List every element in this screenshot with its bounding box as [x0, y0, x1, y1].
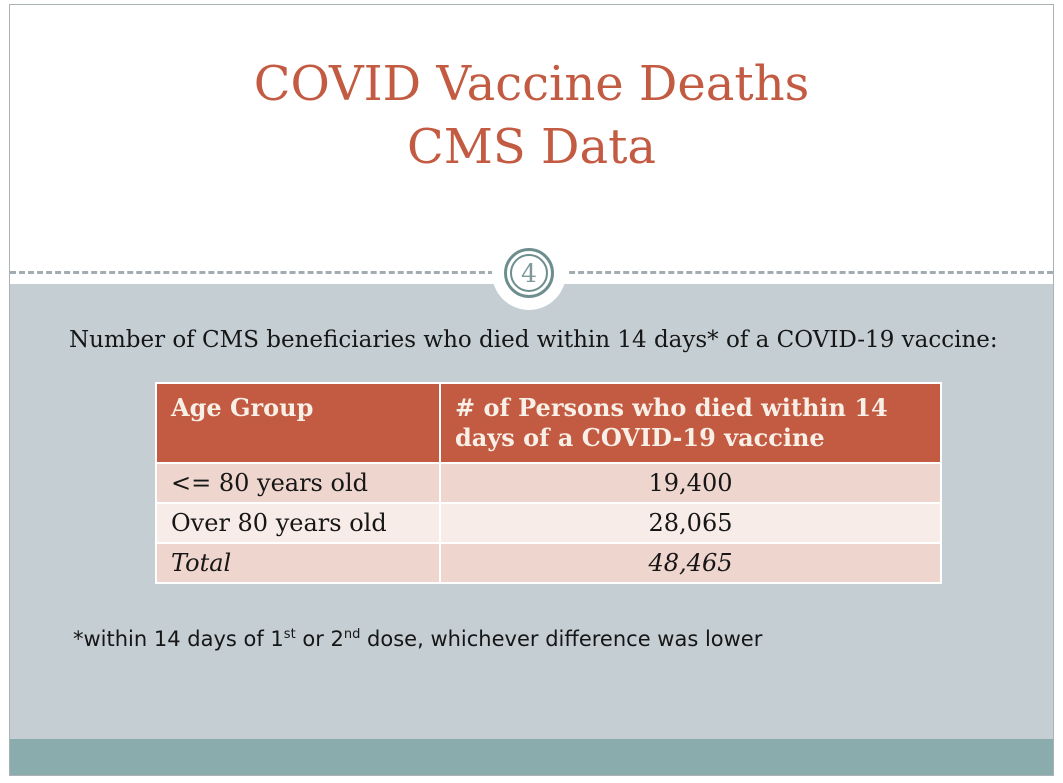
- header-age-group: Age Group: [155, 382, 441, 464]
- footnote-text-2: or 2: [295, 627, 344, 651]
- footnote-sup-st: st: [283, 627, 296, 642]
- table-header-row: Age Group # of Persons who died within 1…: [155, 382, 942, 464]
- slide: COVID Vaccine Deaths CMS Data 4 Number of…: [9, 4, 1054, 776]
- slide-title: COVID Vaccine Deaths CMS Data: [10, 53, 1053, 180]
- cell-age-group: <= 80 years old: [155, 462, 441, 504]
- footer-band: [10, 739, 1053, 775]
- cell-age-group: Total: [155, 542, 441, 584]
- intro-text: Number of CMS beneficiaries who died wit…: [69, 327, 998, 353]
- table-row-over-80: Over 80 years old 28,065: [155, 502, 942, 544]
- footnote: *within 14 days of 1st or 2nd dose, whic…: [73, 627, 762, 651]
- page-number-ring-outer: 4: [504, 248, 554, 298]
- page-number: 4: [521, 258, 537, 288]
- title-line-2: CMS Data: [406, 119, 657, 176]
- table-row-total: Total 48,465: [155, 542, 942, 584]
- cell-deaths: 28,065: [439, 502, 942, 544]
- deaths-table: Age Group # of Persons who died within 1…: [155, 382, 942, 584]
- cell-deaths: 19,400: [439, 462, 942, 504]
- footnote-text-1: *within 14 days of 1: [73, 627, 284, 651]
- header-deaths: # of Persons who died within 14 days of …: [439, 382, 942, 464]
- page-number-ring-inner: 4: [510, 254, 548, 292]
- cell-deaths: 48,465: [439, 542, 942, 584]
- title-line-1: COVID Vaccine Deaths: [253, 56, 810, 112]
- footnote-text-3: dose, whichever difference was lower: [360, 627, 763, 651]
- page-number-badge: 4: [492, 236, 566, 310]
- table-row-le-80: <= 80 years old 19,400: [155, 462, 942, 504]
- cell-age-group: Over 80 years old: [155, 502, 441, 544]
- footnote-sup-nd: nd: [343, 627, 361, 642]
